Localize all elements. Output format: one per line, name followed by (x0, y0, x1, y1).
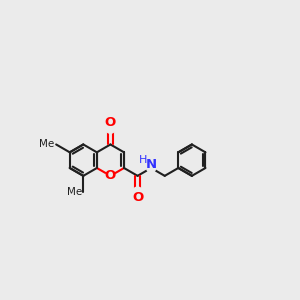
Text: H: H (139, 155, 147, 165)
Circle shape (147, 164, 156, 172)
Circle shape (133, 187, 142, 196)
Text: N: N (146, 158, 157, 172)
Text: Me: Me (39, 140, 55, 149)
Circle shape (106, 171, 115, 180)
Text: O: O (105, 169, 116, 182)
Text: O: O (132, 191, 143, 204)
Text: Me: Me (67, 187, 82, 196)
Text: O: O (105, 116, 116, 129)
Circle shape (106, 124, 115, 133)
